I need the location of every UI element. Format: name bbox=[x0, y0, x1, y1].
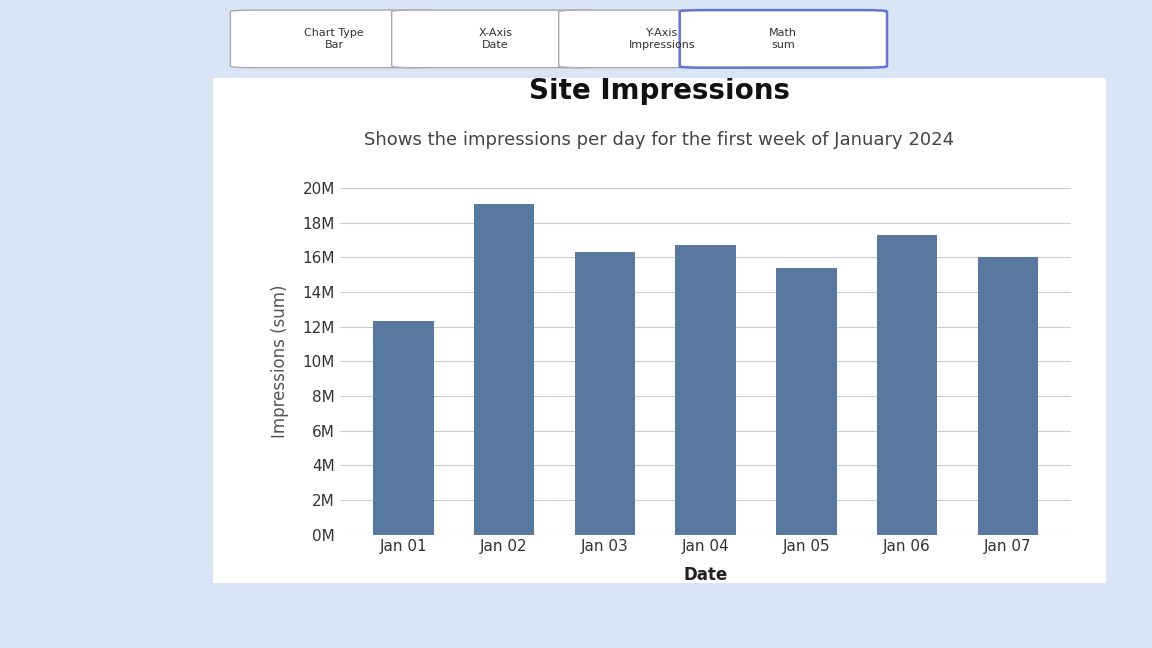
FancyBboxPatch shape bbox=[559, 10, 766, 67]
Y-axis label: Impressions (sum): Impressions (sum) bbox=[271, 284, 289, 438]
Bar bbox=[575, 252, 635, 535]
Text: Shows the impressions per day for the first week of January 2024: Shows the impressions per day for the fi… bbox=[364, 132, 955, 150]
Bar bbox=[675, 245, 736, 535]
FancyBboxPatch shape bbox=[392, 10, 599, 67]
Text: Math
sum: Math sum bbox=[770, 28, 797, 50]
Text: Site Impressions: Site Impressions bbox=[529, 77, 790, 105]
Bar bbox=[978, 257, 1038, 535]
Text: Y-Axis
Impressions: Y-Axis Impressions bbox=[629, 28, 696, 50]
Text: X-Axis
Date: X-Axis Date bbox=[478, 28, 513, 50]
FancyBboxPatch shape bbox=[680, 10, 887, 67]
Text: Chart Type
Bar: Chart Type Bar bbox=[304, 28, 364, 50]
Bar bbox=[373, 321, 433, 535]
Bar bbox=[877, 235, 938, 535]
Bar bbox=[776, 268, 836, 535]
X-axis label: Date: Date bbox=[683, 566, 728, 584]
FancyBboxPatch shape bbox=[230, 10, 438, 67]
Bar bbox=[473, 203, 535, 535]
